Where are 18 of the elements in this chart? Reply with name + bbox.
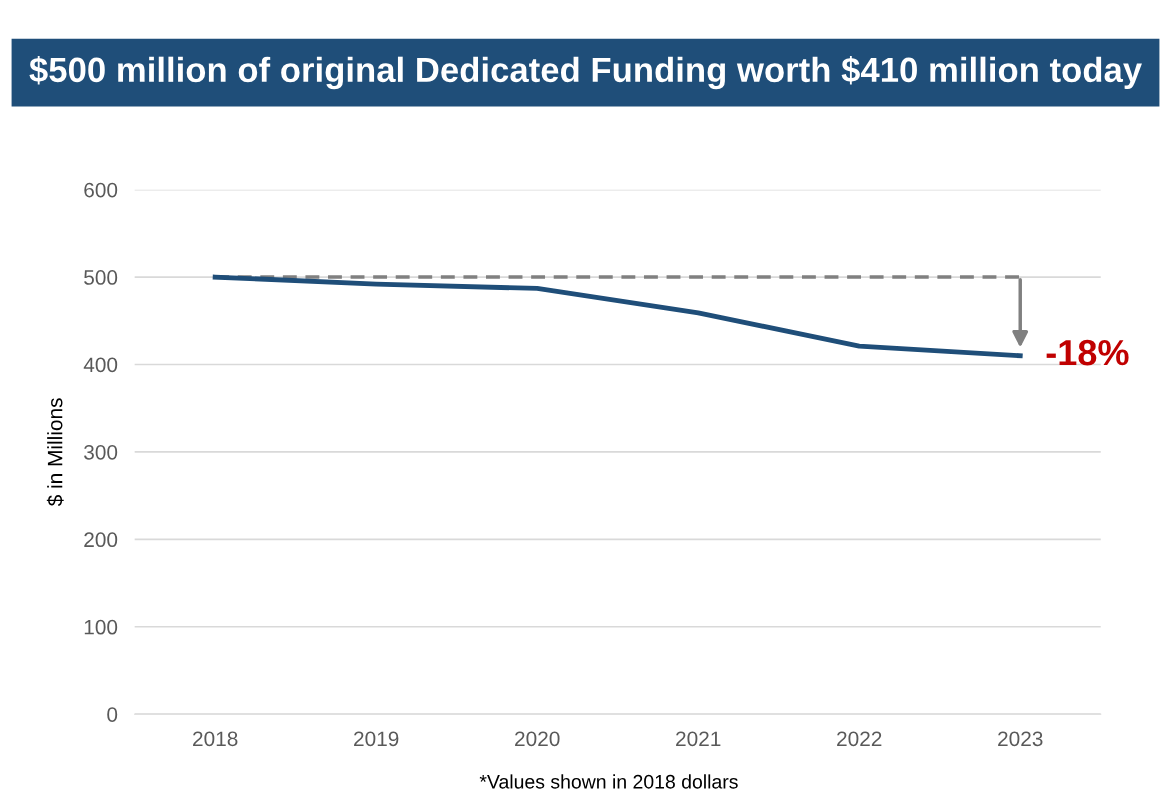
x-tick-label: 2018 xyxy=(193,731,238,747)
x-tick-label: 2019 xyxy=(354,731,399,747)
y-tick-label: 200 xyxy=(84,532,118,548)
x-tick-label: 2023 xyxy=(998,731,1043,747)
x-tick-label: 2021 xyxy=(676,731,721,747)
y-axis-title: $ in Millions xyxy=(46,398,64,507)
x-tick-label: 2022 xyxy=(837,731,882,747)
y-tick-label: 0 xyxy=(107,707,118,722)
text: *Values shown in 2018 dollars xyxy=(479,774,738,789)
y-tick-label: 300 xyxy=(84,444,118,460)
chart-title: $500 million of original Dedicated Funding worth $410 million today xyxy=(29,56,1142,90)
line-series xyxy=(212,274,1023,359)
x-tick-label: 2020 xyxy=(515,731,560,747)
y-tick-label: 500 xyxy=(84,270,118,285)
y-tick-label: 400 xyxy=(83,357,118,373)
y-tick-label: 100 xyxy=(84,619,118,635)
y-tick-label: 600 xyxy=(84,182,118,198)
annotation: -18% xyxy=(1046,339,1129,366)
